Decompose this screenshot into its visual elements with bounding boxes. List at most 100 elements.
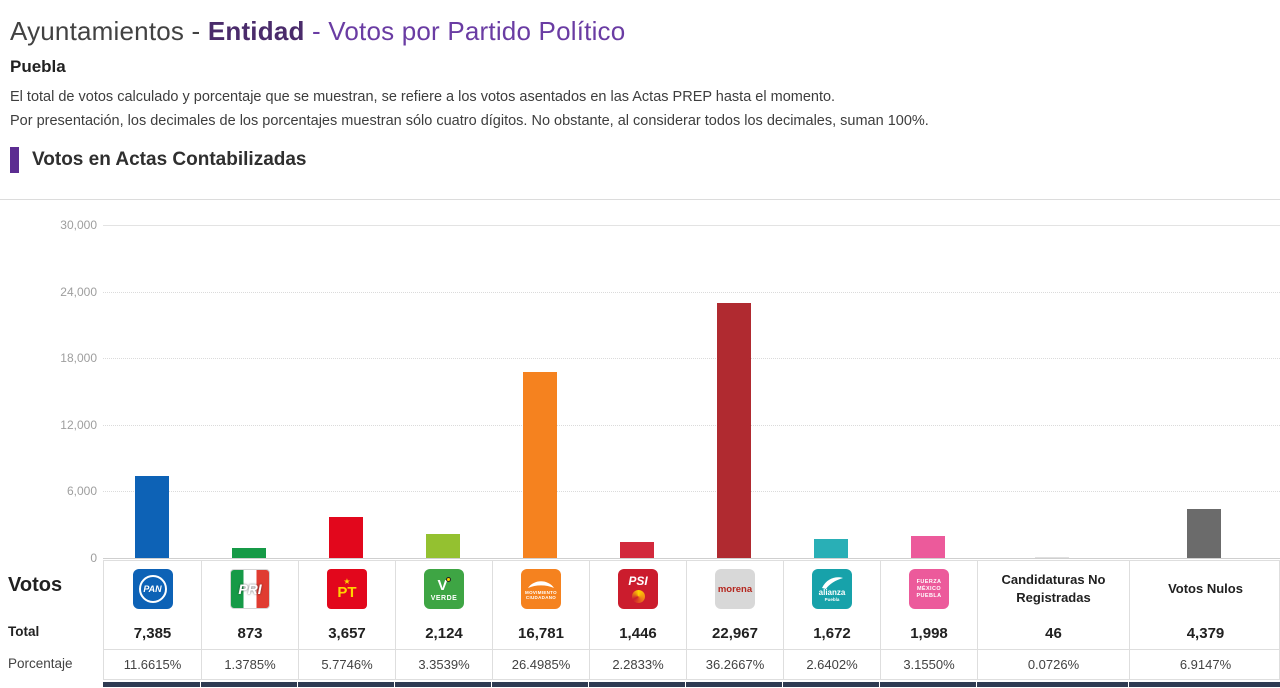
bar-morena [716, 303, 751, 558]
dark-strip-cell [491, 682, 588, 687]
pan-logo-text: PAN [138, 575, 167, 603]
total-value: 22,967 [712, 624, 758, 642]
page-header: Ayuntamientos - Entidad - Votos por Part… [0, 0, 1280, 200]
party-column-nueva-alianza: alianza Puebla 1,672 2.6402% [783, 561, 880, 679]
section-header: Votos en Actas Contabilizadas [10, 147, 1266, 173]
fxm-logo-line3: PUEBLA [916, 592, 942, 599]
pri-logo-text: PRI [238, 581, 262, 597]
psi-logo-text: PSI [628, 574, 648, 588]
gridline-12000 [103, 424, 1280, 426]
party-column-pt: ★ PT 3,657 5.7746% [298, 561, 395, 679]
verde-logo-icon: V VERDE [424, 569, 464, 609]
percentage-value: 36.2667% [687, 649, 783, 679]
bar-pan [134, 476, 169, 558]
y-axis-tick: 24,000 [60, 285, 97, 299]
votes-bar-chart: 30,000 24,000 18,000 12,000 6,000 0 [0, 200, 1280, 565]
percentage-value: 26.4985% [493, 649, 589, 679]
alianza-logo-subtext: Puebla [824, 596, 840, 602]
nueva-alianza-logo-icon: alianza Puebla [812, 569, 852, 609]
results-table-region: Votos Total Porcentaje PAN 7,385 11.6615… [0, 560, 1280, 687]
percentage-value: 11.6615% [104, 649, 201, 679]
percentage-value: 1.3785% [202, 649, 298, 679]
pri-logo-icon: PRI [230, 569, 270, 609]
percentage-value: 5.7746% [299, 649, 395, 679]
bar-movimiento-ciudadano [522, 371, 557, 558]
dark-strip-cell [200, 682, 297, 687]
mc-eagle-icon [528, 580, 554, 588]
percentage-value: 6.9147% [1130, 649, 1280, 679]
verde-toucan-dot [445, 576, 451, 582]
party-column-fuerza-mexico: FUERZA MÉXICO PUEBLA 1,998 3.1550% [880, 561, 977, 679]
pan-logo-icon: PAN [132, 569, 173, 609]
gridline-24000 [103, 291, 1280, 293]
alianza-logo-text: alianza [818, 587, 846, 597]
bar-votos-nulos [1187, 509, 1221, 558]
total-value: 873 [237, 624, 263, 642]
bar-fuerza-mexico [910, 535, 945, 558]
alianza-swoosh-icon [822, 576, 843, 589]
percentage-value: 2.6402% [784, 649, 880, 679]
total-value: 7,385 [133, 624, 172, 642]
column-votos-nulos: Votos Nulos 4,379 6.9147% [1129, 561, 1280, 679]
bar-pri [231, 548, 266, 558]
party-column-verde: V VERDE 2,124 3.3539% [395, 561, 492, 679]
movimiento-ciudadano-logo-icon: MOVIMIENTO CIUDADANO [521, 569, 561, 609]
dark-strip-cell [976, 682, 1128, 687]
dark-strip-cell [394, 682, 491, 687]
total-value: 1,998 [910, 624, 948, 642]
party-column-movimiento-ciudadano: MOVIMIENTO CIUDADANO 16,781 26.4985% [492, 561, 589, 679]
pt-logo-icon: ★ PT [327, 569, 367, 609]
y-axis-tick: 18,000 [60, 351, 97, 365]
page-title-context: Ayuntamientos - [10, 16, 208, 46]
mc-logo-line2: CIUDADANO [525, 595, 557, 600]
bar-pt [328, 517, 363, 558]
psi-logo-icon: PSI [618, 569, 658, 609]
morena-logo-icon: morena [715, 569, 755, 609]
x-axis-baseline [103, 558, 1280, 559]
description-line-2: Por presentación, los decimales de los p… [10, 113, 929, 129]
section-accent-bar [10, 147, 19, 173]
dark-strip-cell [588, 682, 685, 687]
entity-name: Puebla [10, 57, 66, 76]
total-value: 3,657 [328, 624, 366, 642]
total-value: 1,672 [813, 624, 851, 642]
bar-candidaturas-no-registradas [1035, 557, 1069, 558]
description-line-1: El total de votos calculado y porcentaje… [10, 89, 836, 105]
gridline-30000 [103, 225, 1280, 226]
party-column-pri: PRI 873 1.3785% [201, 561, 298, 679]
percentage-value: 0.0726% [978, 649, 1129, 679]
fuerza-mexico-logo-icon: FUERZA MÉXICO PUEBLA [909, 569, 949, 609]
total-value: 4,379 [1186, 624, 1225, 642]
bar-verde [425, 534, 460, 558]
bar-psi [619, 541, 654, 558]
y-axis-tick: 6,000 [66, 484, 97, 498]
dark-strip-cell [103, 682, 200, 687]
page-title: Ayuntamientos - Entidad - Votos por Part… [10, 16, 1266, 47]
column-candidaturas-no-registradas: Candidaturas No Registradas 46 0.0726% [977, 561, 1129, 679]
total-value: 1,446 [619, 624, 657, 642]
fxm-logo-line2: MÉXICO [916, 585, 942, 592]
y-axis-tick: 12,000 [60, 418, 97, 432]
pt-logo-text: PT [337, 583, 357, 601]
party-column-psi: PSI 1,446 2.2833% [589, 561, 686, 679]
total-value: 2,124 [425, 624, 463, 642]
dark-strip-cell [879, 682, 976, 687]
fxm-logo-line1: FUERZA [916, 578, 942, 585]
pt-logo-star: ★ [343, 576, 351, 586]
verde-logo-v: V [437, 576, 448, 594]
percentage-value: 3.3539% [396, 649, 492, 679]
percentage-value: 2.2833% [590, 649, 686, 679]
percentage-row-label: Porcentaje [8, 656, 73, 671]
mc-logo-line1: MOVIMIENTO [525, 589, 557, 595]
total-row-label: Total [8, 624, 40, 639]
verde-logo-text: VERDE [430, 594, 458, 602]
votes-row-label: Votos [8, 574, 63, 596]
total-value: 46 [1045, 624, 1062, 642]
gridline-18000 [103, 358, 1280, 360]
dark-strip-cell [1128, 682, 1280, 687]
page-title-view: - Votos por Partido Político [304, 16, 626, 46]
y-axis-tick: 0 [90, 551, 97, 565]
section-title: Votos en Actas Contabilizadas [32, 149, 307, 170]
dark-strip-cell [782, 682, 879, 687]
dark-strip-cell [685, 682, 782, 687]
